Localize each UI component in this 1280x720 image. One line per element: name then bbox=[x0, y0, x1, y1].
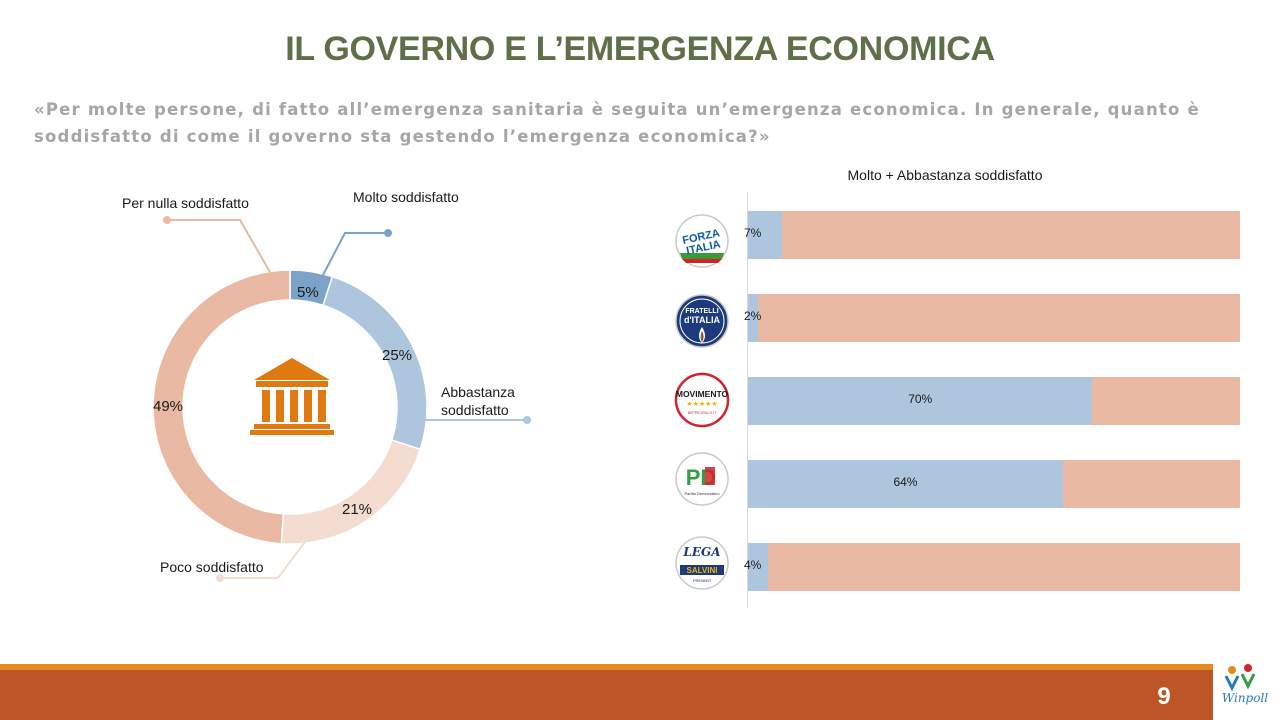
forza-italia-logo: FORZA ITALIA bbox=[675, 214, 729, 268]
bar-chart-axis bbox=[747, 192, 748, 608]
bar-fill-fratelli-italia bbox=[748, 294, 758, 342]
bar-label-lega: 4% bbox=[744, 558, 762, 572]
survey-question: «Per molte persone, di fatto all’emergen… bbox=[34, 100, 1200, 146]
bar-remainder bbox=[748, 294, 1240, 342]
bar-row-fratelli-italia: 2% bbox=[744, 294, 1240, 342]
bar-label-fratelli-italia: 2% bbox=[744, 309, 762, 323]
bar-fill-partito-democratico bbox=[748, 460, 1063, 508]
donut-slice-per-nulla bbox=[152, 269, 291, 545]
partito-democratico-logo: PD Partito Democratico bbox=[675, 452, 729, 506]
bar-remainder bbox=[748, 211, 1240, 259]
movimento-5-stelle-logo: MOVIMENTO ★★★★★ BEPPEGRILLO.IT bbox=[674, 372, 730, 428]
donut-label-per-nulla: 49% bbox=[153, 398, 184, 415]
government-building-icon bbox=[250, 358, 334, 435]
page-title: IL GOVERNO E L’EMERGENZA ECONOMICA bbox=[285, 30, 995, 68]
svg-text:d'ITALIA: d'ITALIA bbox=[684, 315, 720, 325]
category-label-poco: Poco soddisfatto bbox=[160, 559, 264, 575]
category-label-per-nulla: Per nulla soddisfatto bbox=[122, 195, 249, 211]
donut-slice-poco bbox=[280, 439, 422, 545]
bar-chart-title: Molto + Abbastanza soddisfatto bbox=[847, 167, 1043, 183]
bar-fill-movimento-5-stelle bbox=[748, 377, 1093, 425]
callout-dot-per-nulla bbox=[163, 216, 171, 224]
callout-line-per-nulla bbox=[167, 219, 271, 273]
page-number: 9 bbox=[1157, 683, 1171, 710]
svg-text:LEGA: LEGA bbox=[682, 545, 720, 559]
lega-salvini-logo: LEGA SALVINI PREMIER bbox=[675, 536, 729, 590]
svg-text:★★★★★: ★★★★★ bbox=[686, 400, 717, 408]
donut-label-abbastanza: 25% bbox=[382, 347, 413, 364]
winpoll-logo: Winpoll bbox=[1222, 664, 1268, 705]
bar-fill-forza-italia bbox=[748, 211, 783, 259]
bar-remainder bbox=[748, 543, 1240, 591]
bar-label-movimento-5-stelle: 70% bbox=[908, 392, 933, 406]
callout-dot-poco bbox=[216, 574, 224, 582]
bar-fill-lega bbox=[748, 543, 768, 591]
donut-label-poco: 21% bbox=[342, 501, 373, 518]
bar-row-partito-democratico: 64% bbox=[748, 460, 1240, 508]
callout-dot-abbastanza bbox=[523, 416, 531, 424]
bar-row-movimento-5-stelle: 70% bbox=[748, 377, 1240, 425]
svg-text:FRATELLI: FRATELLI bbox=[685, 308, 718, 315]
svg-text:Partito Democratico: Partito Democratico bbox=[684, 491, 720, 496]
bar-label-partito-democratico: 64% bbox=[893, 475, 918, 489]
footer-bar bbox=[0, 670, 1213, 720]
svg-text:Winpoll: Winpoll bbox=[1222, 691, 1268, 705]
category-label-molto: Molto soddisfatto bbox=[353, 189, 459, 205]
bar-label-forza-italia: 7% bbox=[744, 226, 762, 240]
svg-text:MOVIMENTO: MOVIMENTO bbox=[676, 389, 729, 399]
bar-row-lega: 4% bbox=[744, 543, 1240, 591]
callout-line-molto bbox=[322, 232, 388, 276]
callout-line-poco bbox=[220, 541, 306, 579]
fratelli-italia-logo: FRATELLI d'ITALIA bbox=[675, 294, 729, 348]
footer-accent-line bbox=[0, 664, 1213, 670]
svg-text:SALVINI: SALVINI bbox=[687, 566, 718, 575]
satisfaction-donut-chart bbox=[152, 216, 531, 582]
svg-text:PREMIER: PREMIER bbox=[693, 578, 711, 583]
donut-label-molto: 5% bbox=[297, 284, 319, 301]
callout-dot-molto bbox=[384, 229, 392, 237]
svg-text:BEPPEGRILLO.IT: BEPPEGRILLO.IT bbox=[688, 411, 717, 415]
bar-row-forza-italia: 7% bbox=[744, 211, 1240, 259]
category-label-abbastanza: Abbastanza soddisfatto bbox=[441, 384, 515, 418]
